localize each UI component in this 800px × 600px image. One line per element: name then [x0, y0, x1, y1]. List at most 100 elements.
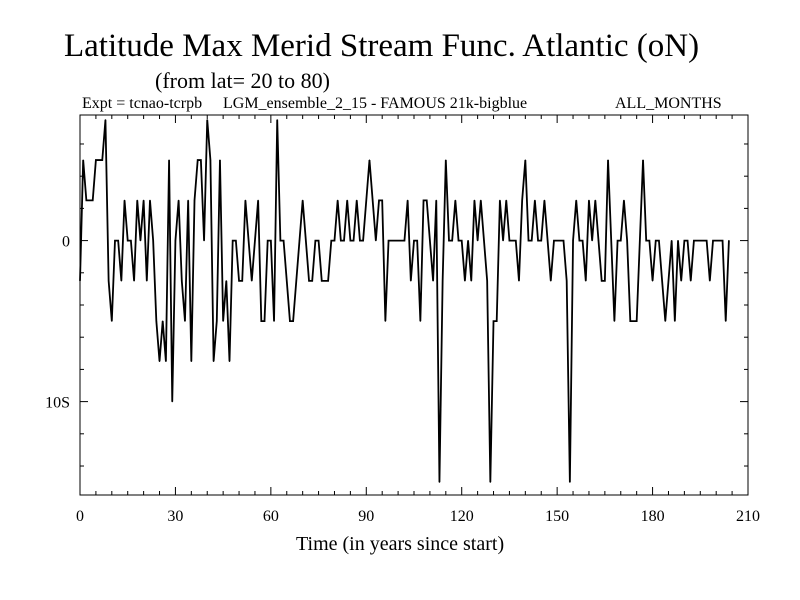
- data-point: [279, 239, 281, 242]
- data-point: [581, 239, 584, 242]
- data-point: [111, 320, 113, 322]
- data-point: [457, 239, 460, 242]
- data-point: [152, 239, 154, 242]
- data-point: [445, 159, 447, 161]
- data-point: [85, 199, 87, 201]
- data-point: [696, 239, 698, 242]
- data-point: [464, 280, 466, 282]
- y-tick-label: 0: [62, 234, 70, 251]
- chart-subtitle: (from lat= 20 to 80): [155, 68, 330, 93]
- data-point: [130, 239, 132, 242]
- data-point: [556, 239, 558, 242]
- data-point: [260, 320, 262, 322]
- data-point: [190, 360, 192, 362]
- data-point: [108, 280, 110, 282]
- data-point: [512, 239, 514, 242]
- data-point: [578, 239, 581, 242]
- data-point: [480, 199, 482, 201]
- data-point: [174, 239, 177, 242]
- data-point: [651, 280, 654, 282]
- data-series-line: [79, 119, 730, 483]
- data-point: [585, 280, 587, 282]
- data-point: [588, 199, 590, 201]
- data-point: [566, 280, 568, 282]
- data-point: [686, 239, 689, 242]
- x-tick-label: 90: [358, 508, 374, 525]
- data-point: [489, 481, 491, 483]
- data-point: [448, 239, 450, 242]
- data-point: [340, 239, 342, 242]
- data-point: [728, 239, 730, 242]
- data-point: [553, 239, 555, 242]
- data-point: [305, 239, 307, 242]
- data-point: [146, 280, 148, 282]
- data-point: [639, 239, 641, 242]
- expt-label: Expt = tcnao-tcrpb LGM_ensemble_2_15 - FA…: [82, 95, 527, 112]
- data-point: [442, 280, 444, 282]
- data-point: [616, 239, 619, 242]
- x-tick-label: 210: [736, 508, 760, 525]
- data-point: [333, 239, 336, 242]
- data-point: [477, 239, 479, 242]
- x-tick-label: 30: [167, 508, 183, 525]
- data-point: [604, 280, 606, 282]
- data-point: [136, 199, 138, 201]
- data-point: [213, 360, 215, 362]
- data-point: [435, 199, 437, 201]
- data-point: [317, 239, 320, 242]
- data-point: [117, 239, 119, 242]
- tick-marks: [79, 115, 749, 495]
- data-point: [225, 280, 227, 282]
- data-point: [267, 239, 269, 242]
- data-point: [502, 239, 504, 242]
- data-point: [496, 320, 498, 322]
- data-point: [298, 239, 301, 242]
- data-point: [607, 159, 609, 161]
- data-point: [120, 280, 122, 282]
- data-point: [203, 239, 205, 242]
- data-point: [209, 159, 212, 161]
- data-point: [368, 159, 371, 161]
- data-point: [308, 280, 310, 282]
- data-point: [165, 360, 167, 362]
- data-point: [254, 239, 256, 242]
- data-points: [79, 119, 730, 483]
- data-point: [365, 199, 367, 201]
- plot-frame: [79, 114, 749, 496]
- data-point: [550, 280, 552, 282]
- data-point: [92, 199, 94, 201]
- x-tick-label: 120: [450, 508, 474, 525]
- data-point: [601, 280, 603, 282]
- data-point: [594, 199, 596, 201]
- data-point: [104, 119, 107, 121]
- data-point: [219, 159, 221, 161]
- data-point: [648, 239, 650, 242]
- data-point: [690, 280, 692, 282]
- expt-text: Expt = tcnao-tcrpb: [82, 95, 203, 112]
- data-point: [178, 199, 180, 201]
- x-tick-label: 150: [545, 508, 569, 525]
- data-point: [527, 239, 530, 242]
- data-point: [232, 239, 234, 242]
- data-point: [613, 320, 616, 322]
- data-point: [372, 199, 374, 201]
- data-point: [292, 320, 294, 322]
- data-point: [251, 280, 253, 282]
- data-point: [661, 280, 663, 282]
- data-point: [718, 239, 720, 242]
- data-point: [537, 239, 539, 242]
- data-point: [200, 159, 202, 161]
- data-point: [645, 239, 647, 242]
- data-point: [235, 239, 237, 242]
- data-point: [470, 280, 472, 282]
- data-point: [674, 320, 676, 322]
- data-point: [95, 159, 97, 161]
- data-point: [706, 239, 708, 242]
- data-point: [270, 239, 272, 242]
- data-point: [352, 239, 355, 242]
- data-point: [655, 239, 657, 242]
- data-point: [222, 320, 224, 322]
- data-point: [168, 159, 170, 161]
- data-point: [664, 320, 666, 322]
- data-point: [88, 199, 91, 201]
